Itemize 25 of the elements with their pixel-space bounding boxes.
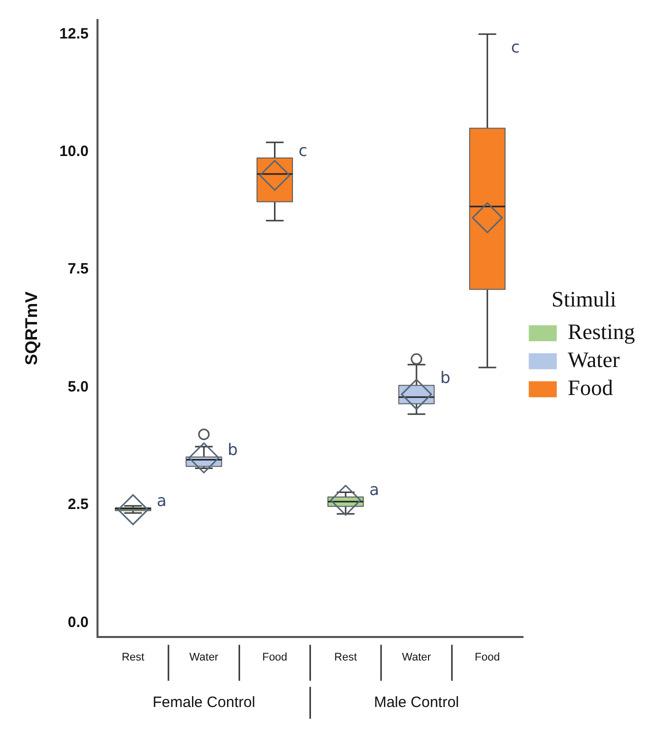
y-tick-label: 7.5 [68, 260, 89, 278]
x-tick-label: Water [402, 651, 432, 664]
x-tick-label: Food [262, 651, 288, 664]
y-tick-label: 12.5 [59, 25, 89, 42]
text: c [511, 37, 520, 56]
x-tick-label: Rest [122, 651, 144, 664]
y-tick-label: 10.0 [59, 142, 89, 160]
y-tick-label: 5.0 [68, 378, 89, 396]
text: a [369, 480, 380, 500]
text: b [228, 440, 238, 460]
text: b [440, 368, 450, 387]
legend-label: Food [568, 374, 614, 400]
y-tick-label: 0.0 [68, 614, 89, 631]
x-tick-label: Rest [334, 651, 357, 664]
legend-title: Stimuli [551, 286, 616, 312]
legend-label: Water [568, 346, 620, 372]
x-tick-label: Water [189, 651, 219, 664]
text: Male Control [374, 694, 460, 711]
x-tick-label: Food [474, 651, 500, 664]
text: c [298, 141, 308, 160]
y-axis-title: SQRTmV [22, 290, 41, 366]
legend-label: Resting [568, 318, 636, 344]
text: a [156, 490, 167, 510]
y-tick-label: 2.5 [68, 496, 89, 514]
text: Female Control [152, 694, 256, 711]
